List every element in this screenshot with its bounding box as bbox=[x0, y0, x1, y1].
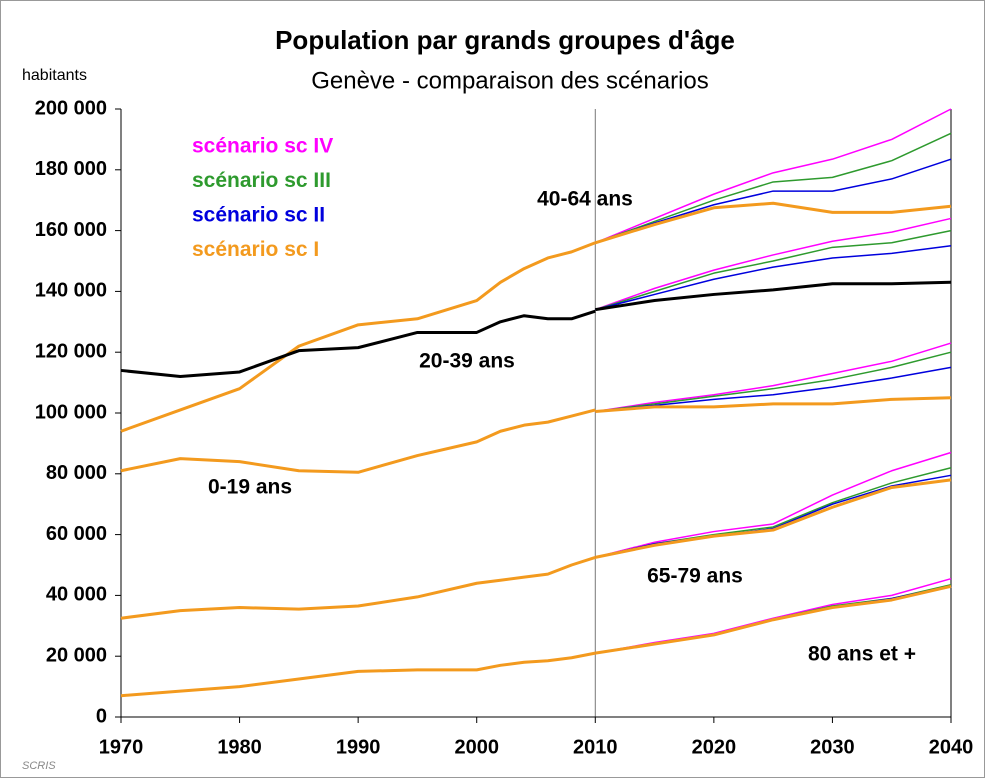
y-tick-label: 120 000 bbox=[35, 340, 107, 362]
history-line bbox=[120, 309, 596, 379]
group-label: 20-39 ans bbox=[419, 350, 515, 373]
y-tick-label: 0 bbox=[96, 705, 107, 727]
history-line bbox=[120, 555, 596, 620]
group-label: 40-64 ans bbox=[537, 188, 633, 211]
projection-line bbox=[595, 217, 952, 311]
projection-line bbox=[594, 201, 952, 245]
group-label: 80 ans et + bbox=[808, 643, 916, 666]
group-label: 0-19 ans bbox=[208, 476, 292, 499]
projection-line bbox=[595, 584, 952, 655]
projection-line bbox=[595, 132, 952, 244]
projection-line bbox=[595, 366, 952, 413]
y-tick-label: 180 000 bbox=[35, 158, 107, 180]
history-line bbox=[120, 408, 596, 474]
legend-entry: scénario sc II bbox=[192, 204, 325, 227]
x-tick-label: 2040 bbox=[929, 736, 974, 758]
projection-line bbox=[595, 280, 952, 312]
x-tick-label: 2010 bbox=[573, 736, 618, 758]
y-tick-label: 60 000 bbox=[46, 523, 107, 545]
y-tick-label: 140 000 bbox=[35, 280, 107, 302]
legend-entry: scénario sc I bbox=[192, 238, 319, 261]
projection-line bbox=[595, 108, 952, 244]
legend-entry: scénario sc IV bbox=[192, 135, 333, 158]
history-line bbox=[120, 651, 596, 698]
x-tick-label: 2030 bbox=[810, 736, 855, 758]
chart-title: Population par grands groupes d'âge bbox=[275, 25, 735, 55]
projection-line bbox=[594, 478, 952, 559]
x-tick-label: 2020 bbox=[692, 736, 737, 758]
projection-line bbox=[595, 342, 952, 413]
y-tick-label: 200 000 bbox=[35, 97, 107, 119]
y-tick-label: 40 000 bbox=[46, 584, 107, 606]
y-axis-label: habitants bbox=[22, 67, 87, 84]
source: SCRIS bbox=[22, 760, 56, 772]
x-tick-label: 1990 bbox=[336, 736, 381, 758]
projection-line bbox=[595, 451, 952, 559]
history-line bbox=[120, 241, 596, 433]
y-tick-label: 100 000 bbox=[35, 401, 107, 423]
y-tick-label: 80 000 bbox=[46, 462, 107, 484]
x-tick-label: 1970 bbox=[99, 736, 144, 758]
projection-line bbox=[595, 245, 952, 311]
chart-subtitle: Genève - comparaison des scénarios bbox=[311, 67, 709, 94]
projection-line bbox=[595, 229, 952, 311]
plot-area bbox=[121, 109, 951, 717]
group-label: 65-79 ans bbox=[647, 565, 743, 588]
projection-line bbox=[595, 396, 952, 413]
x-tick-label: 2000 bbox=[454, 736, 499, 758]
y-tick-label: 20 000 bbox=[46, 644, 107, 666]
projection-line bbox=[595, 351, 952, 413]
x-tick-label: 1980 bbox=[217, 736, 262, 758]
legend-entry: scénario sc III bbox=[192, 169, 331, 192]
y-tick-label: 160 000 bbox=[35, 219, 107, 241]
